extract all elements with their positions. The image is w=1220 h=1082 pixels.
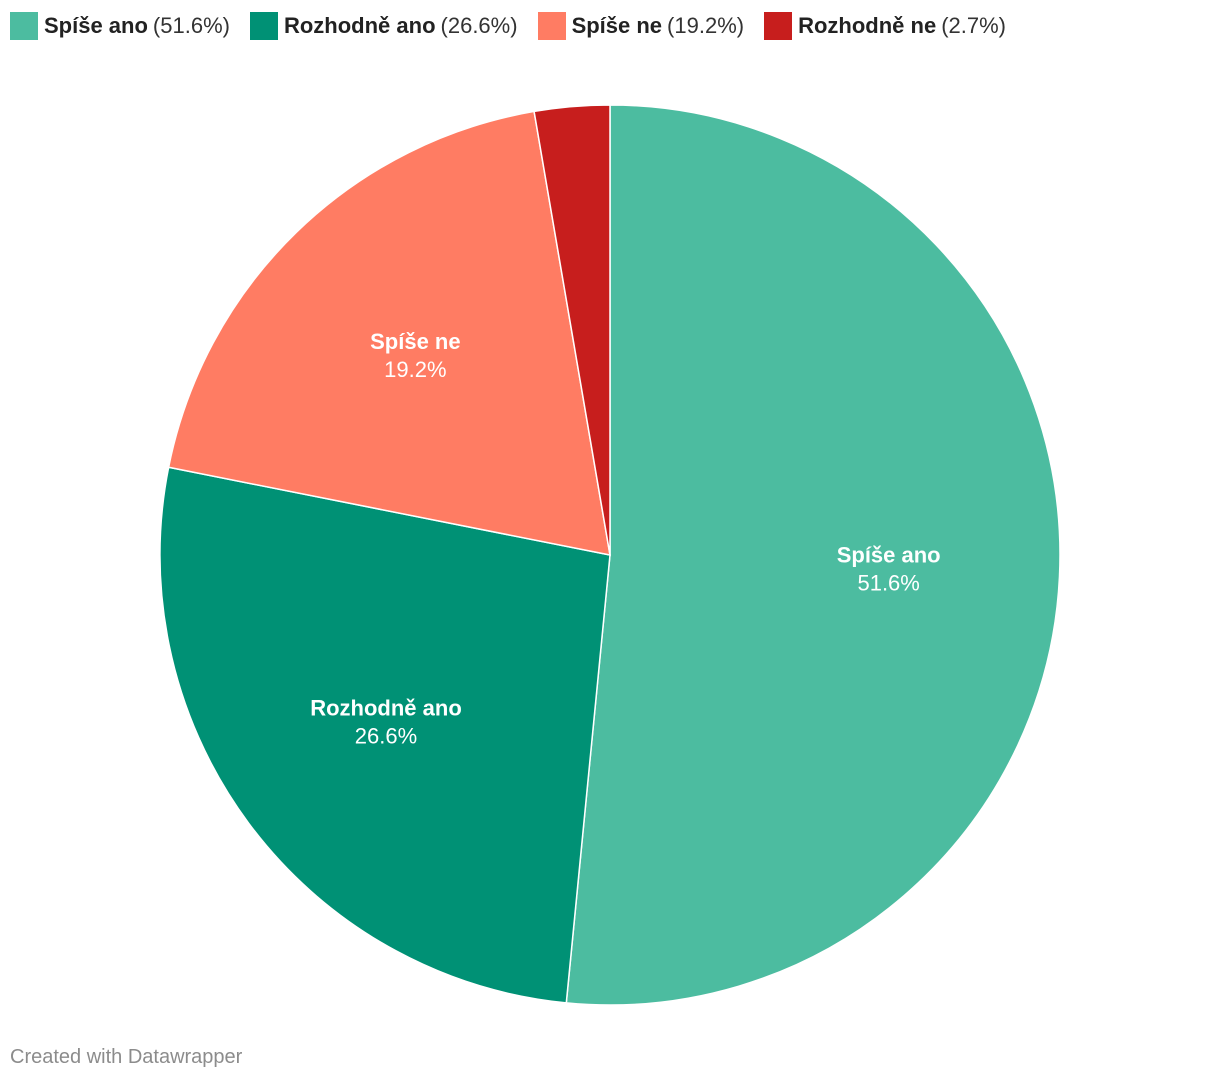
slice-label-value: 19.2% — [384, 357, 446, 382]
legend-item-rozhodne-ano: Rozhodně ano (26.6%) — [249, 12, 518, 40]
legend-item-rozhodne-ne: Rozhodně ne (2.7%) — [764, 12, 1006, 40]
slice-label-name: Rozhodně ano — [310, 695, 462, 720]
slice-label-name: Spíše ne — [370, 329, 460, 354]
legend-value: (19.2%) — [667, 13, 745, 38]
legend-value: (26.6%) — [440, 13, 518, 38]
legend-label: Spíše ano — [44, 13, 148, 38]
slice-spise-ne — [167, 110, 611, 556]
legend-value: (51.6%) — [152, 13, 230, 38]
legend-label: Rozhodně ne — [798, 13, 937, 38]
legend-item-spise-ano: Spíše ano (51.6%) — [10, 12, 230, 40]
legend-swatch — [537, 12, 566, 40]
slice-rozhodne-ano — [159, 466, 611, 1004]
credit-text: Created with Datawrapper — [10, 1046, 243, 1068]
legend-swatch — [10, 12, 38, 40]
pie-chart: Spíše ano 51.6% Rozhodně ano 26.6% Spíše ne 1… — [159, 104, 1061, 1006]
legend-swatch — [764, 12, 793, 40]
slice-rozhodne-ne — [533, 104, 611, 556]
slice-label-value: 51.6% — [857, 571, 919, 596]
legend-label: Spíše ne — [571, 13, 663, 38]
legend-value: (2.7%) — [941, 13, 1006, 38]
legend-swatch — [249, 12, 278, 40]
slice-label-name: Spíše ano — [837, 543, 941, 568]
legend-item-spise-ne: Spíše ne (19.2%) — [537, 12, 745, 40]
legend-label: Rozhodně ano — [283, 13, 436, 38]
slice-spise-ano — [565, 104, 1061, 1006]
slice-label-value: 26.6% — [355, 723, 417, 748]
chart-legend: Spíše ano (51.6%) Rozhodně ano (26.6%) S… — [10, 12, 1006, 40]
